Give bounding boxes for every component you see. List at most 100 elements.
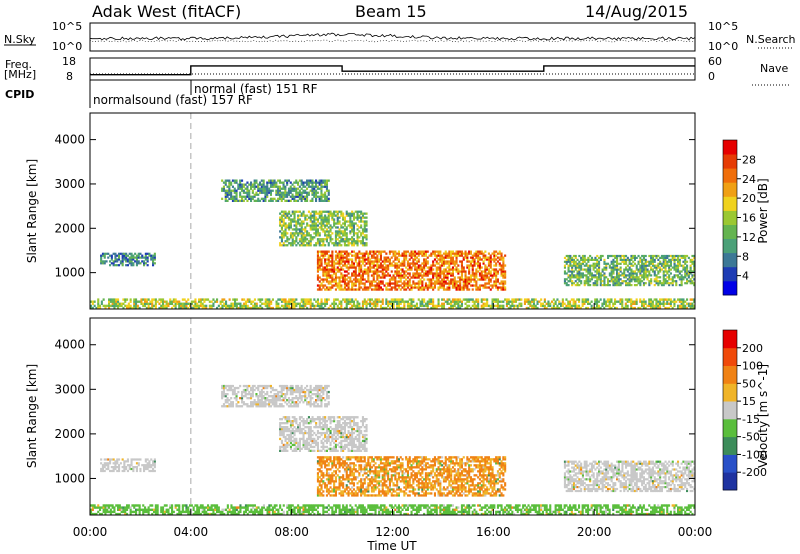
heatmap-cell — [228, 405, 231, 408]
heatmap-cell — [282, 306, 285, 310]
heatmap-cell — [271, 397, 274, 400]
heatmap-cell — [675, 280, 678, 283]
heatmap-cell — [315, 386, 318, 390]
heatmap-cell — [596, 284, 599, 287]
heatmap-cell — [441, 304, 444, 308]
heatmap-cell — [401, 306, 404, 310]
heatmap-cell — [392, 278, 395, 281]
heatmap-cell — [671, 254, 674, 258]
heatmap-cell — [248, 300, 251, 303]
heatmap-cell — [239, 181, 242, 184]
heatmap-cell — [583, 300, 586, 303]
heatmap-cell — [659, 298, 662, 301]
heatmap-cell — [250, 199, 253, 202]
heatmap-cell — [466, 304, 469, 308]
heatmap-cell — [475, 276, 478, 279]
heatmap-cell — [226, 193, 229, 196]
heatmap-cell — [478, 278, 481, 281]
heatmap-cell — [385, 288, 388, 291]
heatmap-cell — [680, 256, 683, 259]
heatmap-cell — [295, 220, 298, 223]
heatmap-cell — [477, 270, 480, 273]
heatmap-cell — [403, 256, 406, 259]
heatmap-cell — [433, 252, 436, 255]
heatmap-cell — [433, 254, 436, 257]
date-title: 14/Aug/2015 — [585, 2, 688, 21]
heatmap-cell — [687, 270, 690, 273]
heatmap-cell — [284, 384, 287, 388]
heatmap-cell — [392, 274, 395, 277]
heatmap-cell — [172, 300, 175, 303]
heatmap-cell — [298, 185, 301, 188]
heatmap-cell — [650, 258, 653, 261]
heatmap-cell — [367, 286, 370, 289]
heatmap-cell — [108, 300, 111, 303]
heatmap-cell — [367, 274, 370, 277]
heatmap-cell — [412, 286, 415, 289]
heatmap-cell — [151, 306, 154, 310]
heatmap-cell — [628, 278, 631, 281]
heatmap-cell — [453, 284, 456, 287]
heatmap-cell — [551, 306, 554, 310]
heatmap-cell — [233, 197, 236, 200]
heatmap-cell — [320, 220, 323, 223]
heatmap-cell — [596, 260, 599, 263]
heatmap-cell — [316, 187, 319, 190]
heatmap-cell — [280, 187, 283, 190]
heatmap-cell — [648, 304, 651, 308]
heatmap-cell — [251, 191, 254, 194]
heatmap-cell — [277, 197, 280, 200]
heatmap-cell — [250, 185, 253, 188]
heatmap-cell — [432, 274, 435, 277]
heatmap-cell — [394, 288, 397, 291]
heatmap-cell — [318, 216, 321, 219]
heatmap-cell — [423, 262, 426, 265]
heatmap-cell — [352, 288, 355, 291]
heatmap-cell — [500, 264, 503, 267]
heatmap-cell — [289, 181, 292, 184]
heatmap-cell — [633, 306, 636, 310]
heatmap-cell — [374, 302, 377, 305]
heatmap-cell — [316, 384, 319, 388]
heatmap-cell — [268, 306, 271, 310]
heatmap-cell — [318, 258, 321, 261]
heatmap-cell — [196, 302, 199, 305]
heatmap-cell — [324, 210, 327, 213]
heatmap-cell — [414, 266, 417, 269]
heatmap-cell — [496, 280, 499, 283]
heatmap-cell — [180, 302, 183, 305]
heatmap-cell — [231, 401, 234, 404]
heatmap-cell — [230, 384, 233, 388]
heatmap-cell — [336, 252, 339, 255]
heatmap-cell — [345, 232, 348, 235]
heatmap-cell — [230, 304, 233, 308]
heatmap-cell — [619, 274, 622, 277]
heatmap-cell — [496, 256, 499, 259]
heatmap-cell — [222, 403, 225, 406]
heatmap-cell — [116, 264, 119, 267]
heatmap-cell — [280, 386, 283, 390]
heatmap-cell — [642, 258, 645, 261]
heatmap-cell — [624, 298, 627, 301]
heatmap-cell — [313, 216, 316, 219]
heatmap-cell — [313, 304, 316, 308]
heatmap-cell — [110, 256, 113, 259]
heatmap-cell — [311, 224, 314, 227]
heatmap-cell — [329, 274, 332, 277]
heatmap-cell — [469, 250, 472, 253]
heatmap-cell — [623, 254, 626, 258]
heatmap-cell — [650, 274, 653, 277]
heatmap-cell — [101, 260, 104, 263]
heatmap-cell — [603, 280, 606, 283]
heatmap-cell — [441, 264, 444, 267]
heatmap-cell — [108, 304, 111, 308]
heatmap-cell — [630, 276, 633, 279]
heatmap-cell — [234, 300, 237, 303]
heatmap-cell — [641, 300, 644, 303]
heatmap-cell — [576, 284, 579, 287]
heatmap-cell — [300, 386, 303, 390]
heatmap-cell — [153, 258, 156, 261]
heatmap-cell — [309, 240, 312, 243]
heatmap-cell — [385, 302, 388, 305]
heatmap-cell — [478, 250, 481, 253]
